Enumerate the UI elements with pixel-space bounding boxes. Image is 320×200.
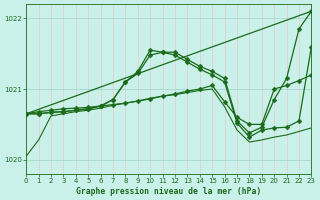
X-axis label: Graphe pression niveau de la mer (hPa): Graphe pression niveau de la mer (hPa) [76, 187, 261, 196]
